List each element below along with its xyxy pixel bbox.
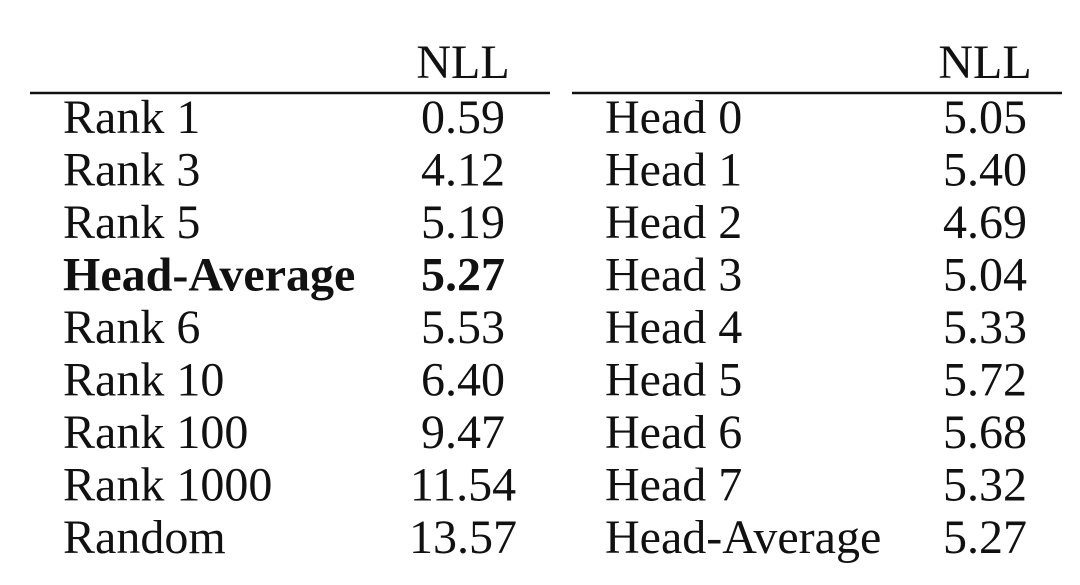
column-header: NLL [416, 36, 509, 89]
row-label: Random [63, 511, 226, 564]
row-label: Head-Average [63, 249, 355, 302]
row-label: Rank 1000 [63, 459, 272, 512]
nll-value: 5.05 [943, 91, 1027, 144]
nll-value: 9.47 [421, 406, 505, 459]
nll-value: 5.04 [943, 249, 1027, 302]
nll-value: 11.54 [410, 459, 516, 512]
row-label: Rank 1 [63, 91, 200, 144]
nll-value: 6.40 [421, 354, 505, 407]
row-label: Head 0 [605, 91, 742, 144]
row-label: Rank 3 [63, 144, 200, 197]
nll-value: 5.68 [943, 406, 1027, 459]
row-label: Head-Average [605, 511, 881, 564]
row-label: Head 6 [605, 406, 742, 459]
row-label: Head 2 [605, 196, 742, 249]
row-label: Head 7 [605, 459, 742, 512]
row-label: Rank 100 [63, 406, 248, 459]
nll-value: 4.69 [943, 196, 1027, 249]
nll-value: 13.57 [409, 511, 517, 564]
nll-value: 5.19 [421, 196, 505, 249]
nll-value: 5.33 [943, 301, 1027, 354]
nll-value: 5.53 [421, 301, 505, 354]
row-label: Head 1 [605, 144, 742, 197]
nll-value: 0.59 [421, 91, 505, 144]
nll-value: 5.32 [943, 459, 1027, 512]
column-header: NLL [938, 36, 1031, 89]
nll-value: 4.12 [421, 144, 505, 197]
row-label: Head 4 [605, 301, 742, 354]
nll-value: 5.27 [421, 249, 505, 302]
row-label: Rank 10 [63, 354, 224, 407]
row-label: Head 5 [605, 354, 742, 407]
nll-value: 5.40 [943, 144, 1027, 197]
row-label: Rank 5 [63, 196, 200, 249]
nll-value: 5.27 [943, 511, 1027, 564]
row-label: Head 3 [605, 249, 742, 302]
row-label: Rank 6 [63, 301, 200, 354]
nll-value: 5.72 [943, 354, 1027, 407]
